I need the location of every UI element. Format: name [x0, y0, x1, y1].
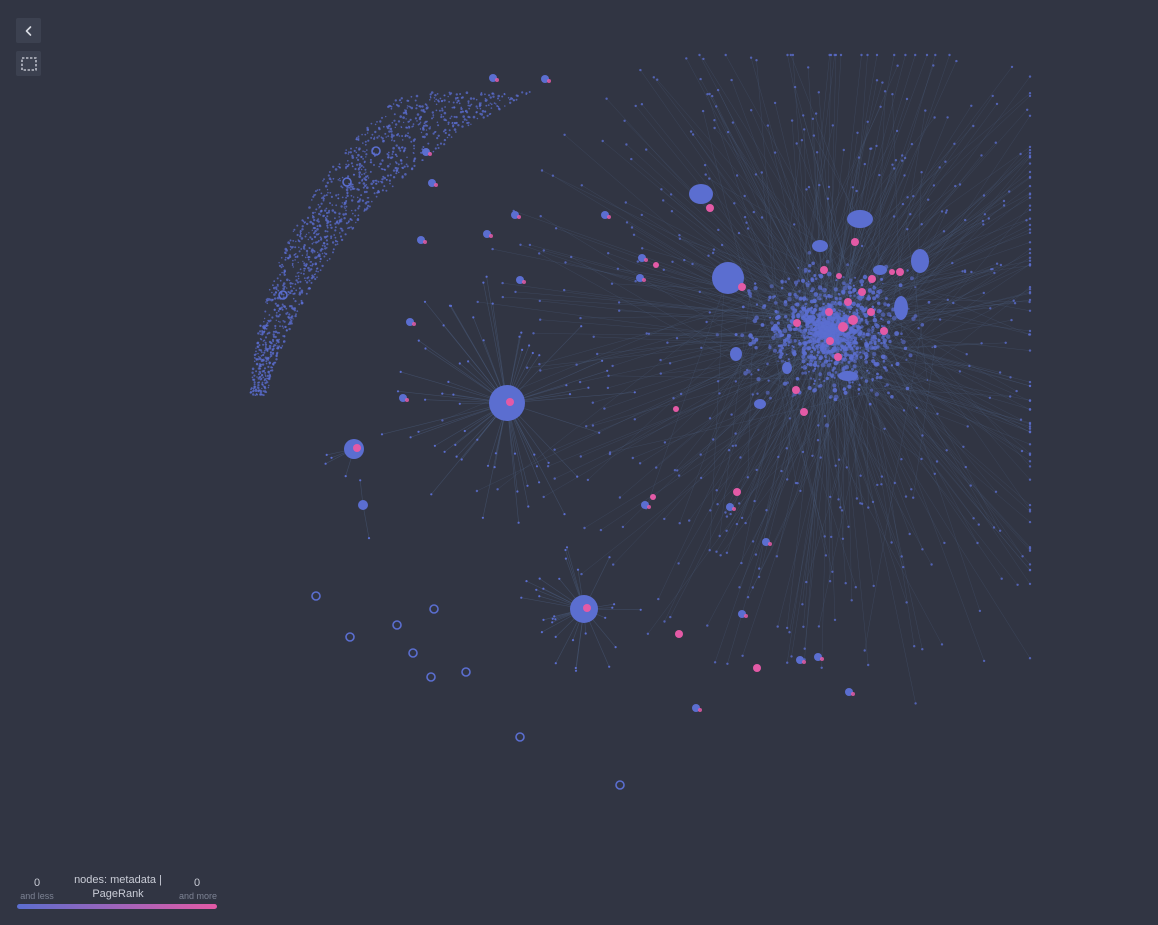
legend-title-text: nodes: metadata | PageRank — [74, 874, 162, 900]
high-rank-node — [858, 288, 866, 296]
high-rank-node — [753, 664, 761, 672]
arc-cluster-ring — [429, 604, 439, 614]
arc-cluster-ring — [461, 667, 471, 677]
color-legend: 0 and less nodes: metadata | PageRank 0 … — [16, 870, 218, 912]
cluster-node — [911, 249, 929, 273]
high-rank-node — [867, 308, 875, 316]
cluster-node — [730, 347, 742, 361]
arc-cluster-ring — [392, 620, 402, 630]
legend-min-value: 0 — [33, 877, 41, 889]
arc-cluster-ring — [515, 732, 525, 742]
legend-max-value: 0 — [193, 877, 201, 889]
hub-center-marker — [583, 604, 591, 612]
high-rank-node — [650, 494, 656, 500]
high-rank-node — [673, 406, 679, 412]
cluster-node — [689, 184, 713, 204]
chevron-left-icon — [23, 25, 35, 37]
cluster-node — [782, 362, 792, 374]
high-rank-node — [820, 266, 828, 274]
high-rank-node — [838, 322, 848, 332]
legend-max-label: and more — [178, 891, 218, 901]
high-rank-node — [800, 408, 808, 416]
high-rank-node — [825, 308, 833, 316]
cluster-node — [847, 210, 873, 228]
high-rank-node — [844, 298, 852, 306]
hub-center-marker — [353, 444, 361, 452]
cluster-node — [838, 371, 858, 381]
high-rank-node — [836, 273, 842, 279]
high-rank-node — [868, 275, 876, 283]
high-rank-node — [733, 488, 741, 496]
arc-cluster-ring — [342, 177, 352, 187]
cluster-node — [712, 262, 744, 294]
high-rank-node — [826, 337, 834, 345]
arc-cluster-ring — [345, 632, 355, 642]
selection-rectangle-icon — [20, 56, 37, 71]
high-rank-node — [896, 268, 904, 276]
arc-cluster-ring — [371, 146, 381, 156]
legend-title[interactable]: nodes: metadata | PageRank — [66, 873, 170, 901]
back-button[interactable] — [16, 18, 41, 43]
graph-nodes — [324, 53, 1032, 712]
high-rank-node — [738, 283, 746, 291]
high-rank-node — [851, 238, 859, 246]
high-rank-node — [653, 262, 659, 268]
legend-min-label: and less — [20, 891, 54, 901]
arc-cluster-ring — [615, 780, 625, 790]
high-rank-node — [792, 386, 800, 394]
cluster-node — [754, 399, 766, 409]
hub-nodes — [344, 385, 598, 623]
high-rank-node — [880, 327, 888, 335]
cluster-node — [873, 265, 887, 275]
arc-cluster-ring — [311, 591, 321, 601]
high-rank-node — [793, 319, 801, 327]
cluster-node — [812, 240, 828, 252]
high-rank-node — [675, 630, 683, 638]
high-rank-node — [889, 269, 895, 275]
high-rank-node — [834, 353, 842, 361]
rectangle-select-button[interactable] — [16, 51, 41, 76]
disconnected-nodes-arc — [249, 91, 625, 790]
high-rank-node — [848, 315, 858, 325]
arc-cluster-ring — [278, 290, 288, 300]
cluster-node — [894, 296, 908, 320]
arc-cluster-ring — [408, 648, 418, 658]
hub-node — [358, 500, 368, 510]
hub-center-marker — [506, 398, 514, 406]
arc-cluster-ring — [426, 672, 436, 682]
high-rank-node — [706, 204, 714, 212]
legend-gradient-bar — [17, 904, 217, 909]
